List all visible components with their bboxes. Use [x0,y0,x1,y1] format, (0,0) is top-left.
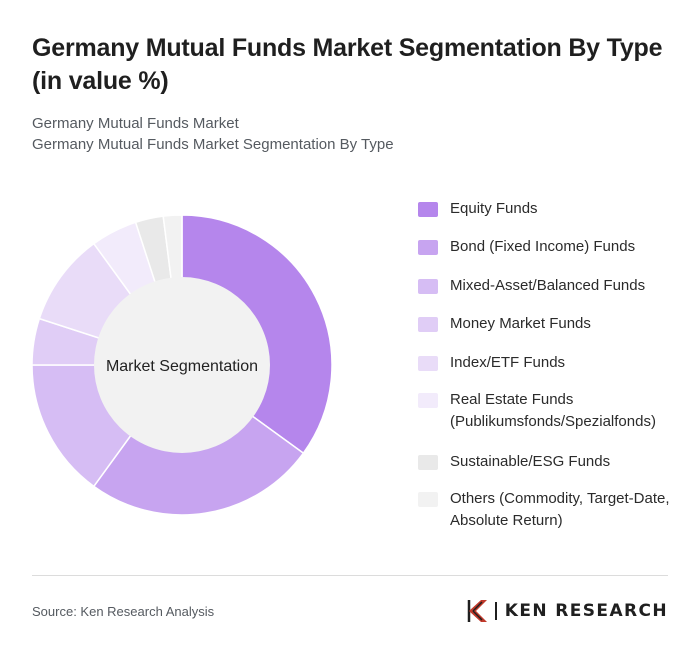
legend-swatch [418,240,438,255]
legend-swatch [418,279,438,294]
donut-chart: Market Segmentation [32,215,332,515]
legend-label: Mixed-Asset/Balanced Funds [450,277,646,294]
ken-research-logo: KEN RESEARCH [467,597,668,625]
donut-hole [94,277,270,453]
source-note: Source: Ken Research Analysis [32,604,215,619]
legend-label: Bond (Fixed Income) Funds [450,238,636,255]
legend-item: Others (Commodity, Target-Date, Absolute… [418,488,688,532]
legend-label: Others (Commodity, Target-Date, Absolute… [450,490,670,529]
footer-divider [32,575,668,576]
subtitle-line-2: Germany Mutual Funds Market Segmentation… [32,136,394,153]
chart-subtitle: Germany Mutual Funds Market Germany Mutu… [32,113,672,155]
legend-label: Index/ETF Funds [450,354,566,371]
legend-label: Money Market Funds [450,315,591,332]
legend-item: Bond (Fixed Income) Funds [418,236,688,258]
legend-label: Real Estate Funds (Publikumsfonds/Spezia… [450,391,656,430]
legend-swatch [418,317,438,332]
logo-separator [495,602,497,620]
legend-item: Mixed-Asset/Balanced Funds [418,275,688,297]
legend-label: Sustainable/ESG Funds [450,453,611,470]
legend-swatch [418,356,438,371]
legend-swatch [418,455,438,470]
legend-item: Real Estate Funds (Publikumsfonds/Spezia… [418,389,688,433]
logo-text: KEN RESEARCH [504,601,668,621]
legend-swatch [418,492,438,507]
legend-swatch [418,202,438,217]
legend-label: Equity Funds [450,200,538,217]
subtitle-line-1: Germany Mutual Funds Market [32,115,239,132]
legend-item: Index/ETF Funds [418,352,688,374]
center-label: Market Segmentation [106,358,258,375]
legend-item: Money Market Funds [418,313,688,335]
ken-research-logo-icon [468,600,488,622]
legend-item: Sustainable/ESG Funds [418,451,688,473]
legend-swatch [418,393,438,408]
legend-item: Equity Funds [418,198,688,220]
chart-title: Germany Mutual Funds Market Segmentation… [32,34,663,95]
